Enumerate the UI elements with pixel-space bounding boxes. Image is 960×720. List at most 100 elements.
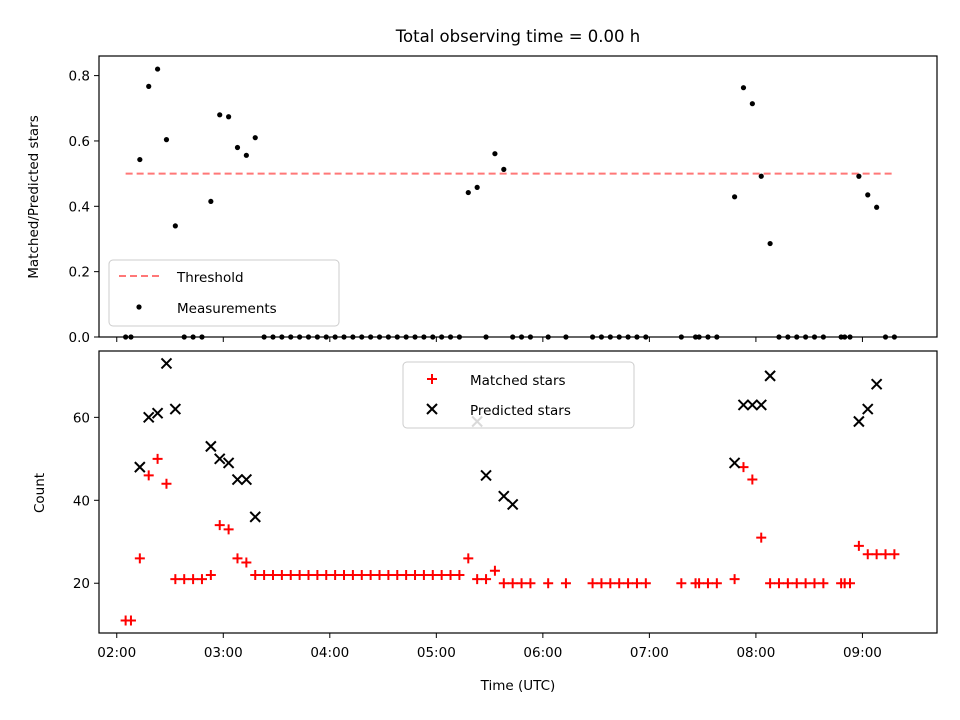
matched-star-marker — [152, 453, 163, 464]
count-panel: Count Time (UTC) 20 40 60 02:00 03:00 04:00 05… — [32, 350, 938, 694]
legend-predicted-label: Predicted stars — [470, 403, 571, 419]
x-tick-label: 08:00 — [736, 645, 775, 661]
matched-star-marker — [498, 578, 509, 589]
matched-star-marker — [773, 578, 784, 589]
chart-title: Total observing time = 0.00 h — [395, 27, 640, 46]
matched-star-marker — [339, 569, 350, 580]
matched-star-marker — [383, 569, 394, 580]
matched-star-marker — [463, 553, 474, 564]
ratio-panel: Total observing time = 0.00 h Matched/Pr… — [26, 27, 938, 346]
measurement-point — [740, 85, 747, 91]
predicted-star-marker — [498, 490, 510, 502]
legend-measurements-label: Measurements — [177, 301, 277, 317]
measurement-point — [749, 101, 755, 107]
matched-star-marker — [525, 578, 536, 589]
top-legend-box — [108, 259, 340, 327]
predicted-star-marker — [205, 440, 217, 453]
measurement-point — [865, 192, 871, 198]
legend-matched-label: Matched stars — [470, 373, 566, 389]
matched-star-marker — [472, 574, 483, 585]
x-axis-label: Time (UTC) — [480, 678, 556, 694]
matched-star-marker — [125, 615, 136, 626]
predicted-star-marker — [853, 415, 865, 428]
matched-star-marker — [516, 578, 527, 589]
measurement-point — [856, 173, 862, 179]
matched-star-marker — [489, 565, 500, 576]
matched-star-marker — [374, 569, 385, 580]
top-y-tick-label: 0.8 — [69, 69, 90, 85]
bottom-y-axis-label: Count — [32, 473, 48, 513]
measurement-point — [243, 152, 249, 158]
matched-star-marker — [614, 578, 625, 589]
matched-star-marker — [223, 524, 234, 535]
bottom-legend-box — [402, 361, 635, 429]
matched-star-marker — [365, 569, 376, 580]
matched-star-marker — [640, 578, 651, 589]
matched-star-marker — [427, 569, 438, 580]
predicted-star-marker — [862, 403, 874, 415]
top-y-tick-label: 0.4 — [69, 199, 90, 215]
matched-star-marker — [800, 578, 811, 589]
measurement-point — [758, 173, 764, 179]
bottom-axes: 20 40 60 02:00 03:00 04:00 05:00 06:00 07:00 08:0… — [73, 410, 882, 661]
measurement-point — [474, 184, 480, 190]
matched-star-marker — [285, 569, 296, 580]
legend-measurements-swatch — [136, 304, 142, 310]
predicted-star-marker — [870, 378, 883, 390]
matched-star-marker — [143, 470, 154, 481]
measurement-point — [874, 204, 880, 210]
predicted-star-marker — [160, 357, 173, 370]
matched-star-marker — [232, 553, 243, 564]
top-legend: Threshold Measurements — [108, 259, 340, 327]
measurement-point — [492, 151, 498, 157]
measurement-point — [732, 194, 738, 200]
bottom-y-tick-label: 60 — [73, 410, 90, 426]
matched-star-marker — [161, 478, 172, 489]
x-tick-label: 02:00 — [97, 645, 136, 661]
matched-star-marker — [782, 578, 793, 589]
measurement-point — [767, 240, 773, 247]
predicted-star-marker — [506, 498, 519, 511]
bottom-legend: Matched stars Predicted stars — [402, 361, 635, 429]
matched-star-marker — [330, 569, 341, 580]
measurement-point — [163, 137, 170, 143]
top-y-tick-label: 0.0 — [69, 330, 90, 346]
matched-star-marker — [702, 578, 713, 589]
matched-star-marker — [241, 557, 252, 568]
matched-star-marker — [853, 540, 864, 551]
matched-star-marker — [862, 549, 873, 560]
bottom-plot-frame — [98, 350, 938, 634]
matched-star-marker — [507, 578, 518, 589]
legend-matched-swatch — [427, 374, 437, 384]
measurement-point — [226, 114, 232, 120]
measurement-point — [208, 198, 214, 205]
matched-star-marker — [623, 578, 634, 589]
measurement-point — [501, 166, 507, 172]
measurement-point — [465, 189, 471, 196]
predicted-star-marker — [169, 403, 182, 415]
matched-star-marker — [605, 578, 616, 589]
matched-star-marker — [214, 520, 225, 531]
matched-star-marker — [303, 569, 314, 580]
matched-star-marker — [259, 569, 270, 580]
matched-star-marker — [276, 569, 287, 580]
matched-star-marker — [401, 569, 412, 580]
matched-star-marker — [756, 532, 767, 543]
measurement-point — [172, 223, 178, 229]
matched-star-marker — [747, 474, 758, 485]
matched-star-marker — [729, 574, 740, 585]
predicted-star-marker — [728, 457, 741, 469]
matched-star-marker — [481, 574, 492, 585]
matched-star-marker — [312, 569, 323, 580]
predicted-star-marker — [755, 399, 767, 411]
matched-star-marker — [543, 578, 554, 589]
predicted-star-marker — [480, 469, 492, 482]
predicted-star-marker — [151, 407, 164, 419]
top-y-tick-label: 0.2 — [69, 265, 90, 281]
top-plot-frame — [98, 55, 938, 338]
matched-star-marker — [205, 569, 216, 580]
predicted-star-marker — [764, 370, 776, 382]
matched-star-marker — [889, 549, 900, 560]
legend-threshold-label: Threshold — [176, 270, 244, 286]
